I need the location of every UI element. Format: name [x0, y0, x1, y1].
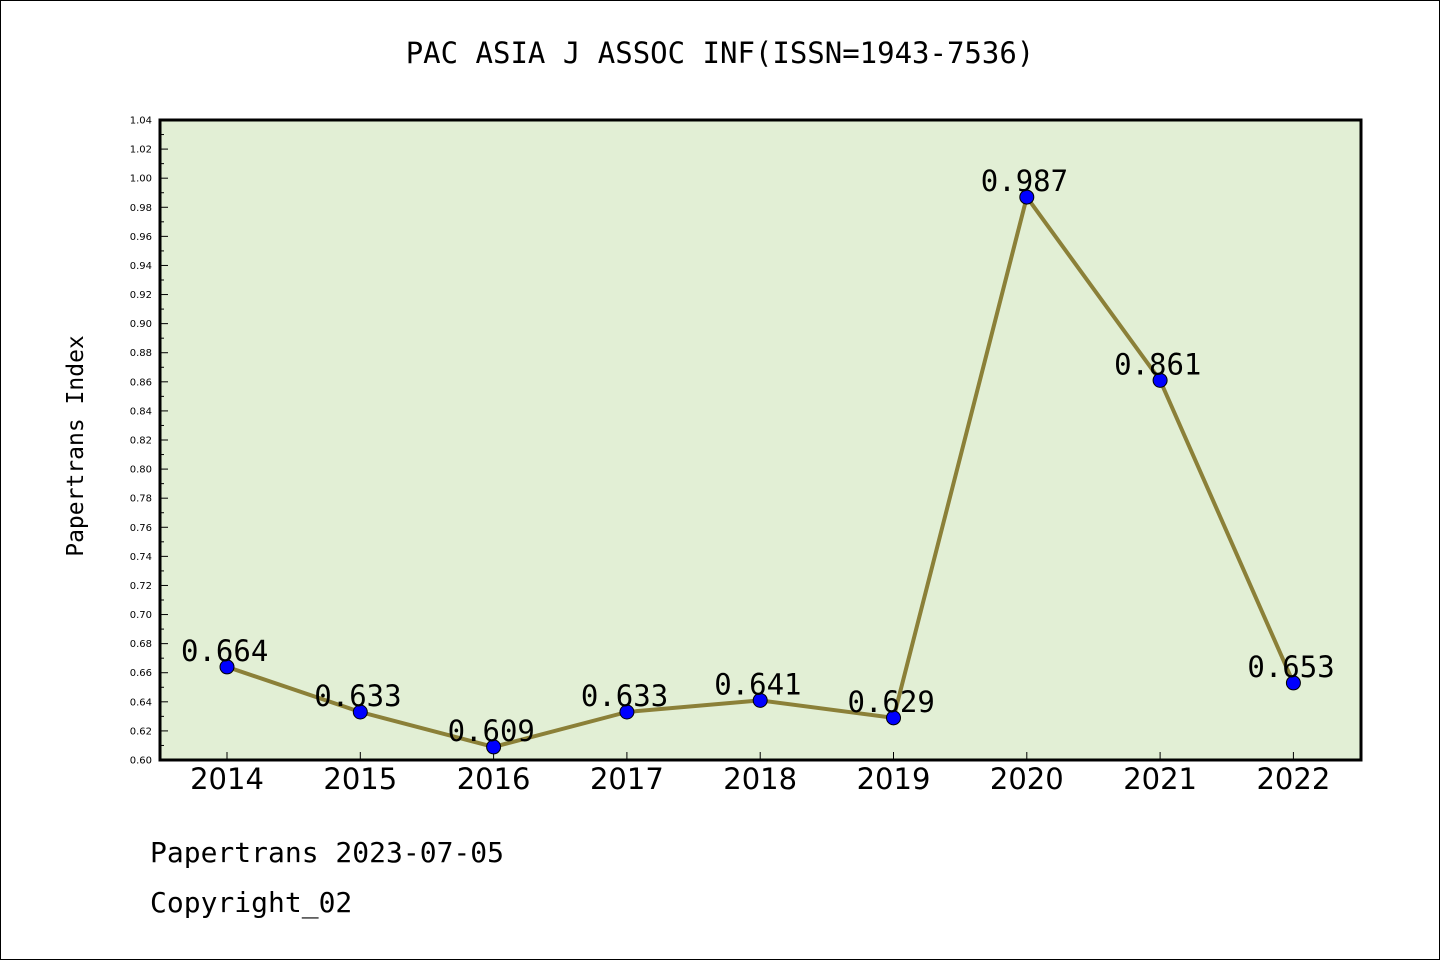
y-tick-label: 0.90 [130, 319, 152, 330]
y-tick-label: 1.04 [130, 116, 152, 127]
x-tick-label: 2017 [590, 762, 664, 796]
data-point [886, 710, 901, 726]
y-tick-label: 0.64 [130, 697, 152, 708]
y-tick-label: 0.92 [130, 290, 152, 301]
y-tick-label: 0.88 [130, 348, 152, 359]
footer-date: Papertrans 2023-07-05 [150, 836, 505, 869]
data-label: 0.641 [714, 667, 801, 701]
y-tick-label: 0.96 [130, 232, 152, 243]
data-point [219, 659, 235, 675]
data-label: 0.987 [981, 164, 1068, 198]
y-tick-label: 0.82 [130, 436, 152, 447]
data-label: 0.664 [181, 634, 268, 668]
data-label: 0.609 [448, 714, 535, 748]
y-tick-label: 0.60 [130, 756, 152, 767]
y-tick-label: 0.72 [130, 581, 152, 592]
y-tick-label: 0.68 [130, 639, 152, 650]
y-tick-label: 0.76 [130, 523, 152, 534]
data-point [1152, 372, 1168, 388]
data-point [1285, 675, 1301, 691]
x-tick-label: 2016 [457, 762, 531, 796]
series-layer [219, 189, 1301, 755]
x-tick-label: 2014 [190, 762, 264, 796]
x-tick-label: 2018 [723, 762, 797, 796]
data-label: 0.633 [581, 679, 668, 713]
y-tick-label: 0.98 [130, 203, 152, 214]
data-label: 0.653 [1247, 650, 1334, 684]
data-point [752, 692, 768, 708]
data-point [352, 704, 368, 720]
y-tick-label: 0.66 [130, 668, 152, 679]
data-point [1019, 189, 1035, 205]
y-tick-label: 1.00 [130, 174, 152, 185]
footer-copyright: Copyright_02 [150, 886, 353, 919]
y-tick-label: 0.78 [130, 494, 152, 505]
data-label: 0.861 [1114, 347, 1201, 381]
y-tick-label: 0.94 [130, 261, 152, 272]
y-tick-label: 0.62 [130, 726, 152, 737]
x-axis-ticks: 2014 2015 2016 2017 2018 2019 2020 2021 2022 [190, 752, 1330, 796]
y-tick-label: 0.80 [130, 465, 152, 476]
data-label: 0.633 [314, 679, 401, 713]
data-label-layer: 0.664 0.633 0.609 0.633 0.641 0.629 0.987 0.861… [181, 164, 1335, 748]
y-tick-label: 0.70 [130, 610, 152, 621]
plot-area [160, 120, 1361, 760]
x-tick-label: 2019 [857, 762, 931, 796]
x-tick-label: 2015 [323, 762, 397, 796]
data-point [486, 739, 502, 755]
y-tick-label: 0.86 [130, 377, 152, 388]
x-tick-label: 2020 [990, 762, 1064, 796]
x-tick-label: 2021 [1123, 762, 1197, 796]
chart-title: PAC ASIA J ASSOC INF(ISSN=1943-7536) [405, 36, 1035, 70]
data-point [619, 704, 635, 720]
y-axis-ticks: 0.60 0.62 0.64 0.66 0.68 0.70 0.72 0.74 0.76 0.78… [130, 116, 168, 767]
plot-border [158, 118, 1363, 762]
y-tick-label: 1.02 [130, 145, 152, 156]
y-tick-label: 0.84 [130, 406, 152, 417]
data-label: 0.629 [848, 685, 935, 719]
y-tick-label: 0.74 [130, 552, 152, 563]
x-tick-label: 2022 [1256, 762, 1330, 796]
